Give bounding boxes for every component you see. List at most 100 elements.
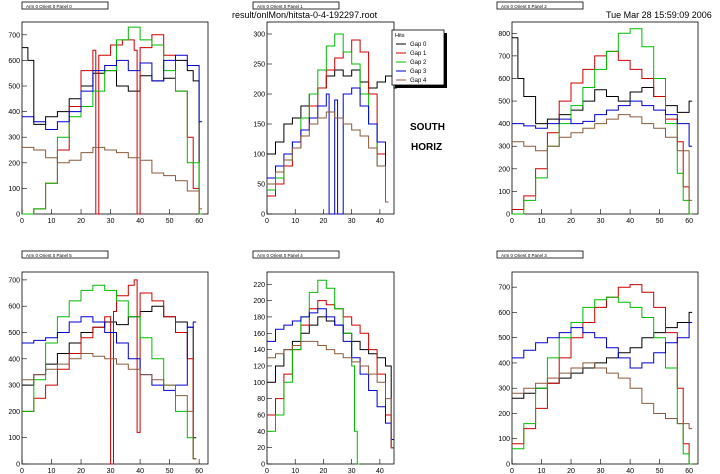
y-tick-label: 500	[8, 330, 20, 337]
plot-frame	[21, 21, 209, 215]
y-tick-label: 400	[8, 109, 20, 116]
series-line-gap-4	[22, 353, 197, 460]
x-tick-label: 40	[136, 218, 144, 225]
y-tick-label: 600	[498, 310, 510, 317]
y-tick-label: 400	[8, 356, 20, 363]
y-tick-label: 800	[498, 31, 510, 38]
y-tick-label: 700	[8, 277, 20, 284]
series-line-gap-4	[512, 362, 693, 430]
y-tick-label: 100	[253, 380, 265, 387]
y-tick-label: 600	[8, 58, 20, 65]
y-tick-label: 200	[498, 166, 510, 173]
x-tick-label: 0	[20, 218, 24, 225]
y-tick-label: 60	[257, 412, 265, 419]
x-tick-label: 40	[626, 218, 634, 225]
chart-panel-4: Arm 0 Orient 0 Panel 4 0 10 20 30 40 0 20 40 60 80…	[252, 250, 395, 474]
y-tick-label: 600	[498, 76, 510, 83]
y-tick-label: 160	[253, 331, 265, 338]
series-line-gap-1	[22, 34, 203, 215]
x-tick-label: 50	[656, 468, 664, 474]
series-line-gap-3	[267, 87, 389, 215]
y-tick-label: 0	[506, 462, 510, 469]
series-line-gap-2	[267, 33, 389, 203]
series-line-gap-0	[267, 69, 397, 155]
x-tick-label: 20	[567, 468, 575, 474]
y-tick-label: 500	[8, 84, 20, 91]
y-tick-label: 200	[8, 409, 20, 416]
series-line-gap-2	[267, 279, 361, 465]
y-tick-label: 100	[253, 152, 265, 159]
panel-title-box	[21, 1, 109, 10]
series-line-gap-0	[22, 305, 197, 439]
y-tick-label: 400	[498, 121, 510, 128]
y-tick-label: 500	[498, 335, 510, 342]
series-line-gap-3	[22, 316, 197, 391]
chart-panel-0: Arm 0 Orient 0 Panel 00 10 20 30 40 50 6001002…	[8, 1, 209, 225]
y-tick-label: 300	[253, 32, 265, 39]
panel-title-box	[21, 250, 109, 259]
y-tick-label: 200	[498, 411, 510, 418]
x-tick-label: 20	[77, 218, 85, 225]
legend-entry: Gap 0	[410, 42, 427, 48]
x-tick-label: 60	[685, 468, 693, 474]
legend: Hits Gap 0 Gap 1 Gap 2 Gap 3 Gap 4	[391, 29, 447, 88]
x-tick-label: 30	[348, 218, 356, 225]
x-tick-label: 60	[195, 468, 203, 474]
plot-frame	[21, 271, 209, 465]
side-label-south: SOUTH	[410, 122, 445, 133]
plot-frame	[266, 271, 395, 465]
x-tick-label: 30	[597, 468, 605, 474]
series-line-gap-4	[267, 340, 394, 449]
y-tick-label: 200	[253, 92, 265, 99]
series-line-gap-3	[512, 322, 693, 369]
x-tick-label: 50	[166, 468, 174, 474]
x-tick-label: 60	[195, 218, 203, 225]
y-tick-label: 700	[498, 285, 510, 292]
y-tick-label: 20	[257, 445, 265, 452]
legend-entry: Gap 3	[410, 69, 427, 75]
x-tick-label: 0	[510, 468, 514, 474]
series-line-gap-3	[512, 100, 693, 147]
x-tick-label: 30	[348, 468, 356, 474]
y-tick-label: 300	[8, 383, 20, 390]
series-line-gap-3	[267, 308, 394, 440]
y-tick-label: 400	[498, 360, 510, 367]
y-tick-label: 700	[498, 53, 510, 60]
x-tick-label: 0	[20, 468, 24, 474]
x-tick-label: 40	[376, 218, 384, 225]
y-tick-label: 0	[261, 462, 265, 469]
y-tick-label: 100	[8, 435, 20, 442]
legend-box	[391, 29, 445, 86]
y-tick-label: 300	[498, 144, 510, 151]
y-tick-label: 250	[253, 62, 265, 69]
legend-title: Hits	[395, 33, 405, 39]
x-tick-label: 40	[626, 468, 634, 474]
y-tick-label: 0	[16, 462, 20, 469]
x-tick-label: 50	[656, 218, 664, 225]
x-tick-label: 0	[265, 218, 269, 225]
y-tick-label: 40	[257, 429, 265, 436]
series-line-gap-4	[22, 146, 203, 210]
series-line-gap-3	[22, 54, 203, 130]
y-tick-label: 300	[8, 135, 20, 142]
panel-title-box	[496, 1, 584, 10]
y-tick-label: 0	[261, 212, 265, 219]
y-tick-label: 700	[8, 32, 20, 39]
panel-title-box	[252, 250, 340, 259]
chart-panel-1: Arm 0 Orient 0 Panel 1 0 10 20 30 40 0 50 100 150…	[252, 1, 397, 225]
x-tick-label: 10	[48, 218, 56, 225]
side-label-horiz: HORIZ	[411, 142, 443, 153]
panel-title: Arm 0 Orient 0 Panel 3	[501, 253, 547, 258]
y-tick-label: 100	[498, 436, 510, 443]
root-file-path: result/onlMon/hitsta-0-4-192297.root	[232, 10, 378, 20]
y-tick-label: 200	[8, 160, 20, 167]
panel-title: Arm 0 Orient 0 Panel 5	[26, 253, 72, 258]
series-line-gap-1	[22, 279, 197, 465]
series-line-gap-1	[267, 39, 389, 203]
y-tick-label: 500	[498, 99, 510, 106]
x-tick-label: 10	[538, 468, 546, 474]
legend-entry: Gap 2	[410, 60, 427, 66]
y-tick-label: 80	[257, 396, 265, 403]
plot-frame	[511, 271, 699, 465]
panel-title-box	[496, 250, 584, 259]
